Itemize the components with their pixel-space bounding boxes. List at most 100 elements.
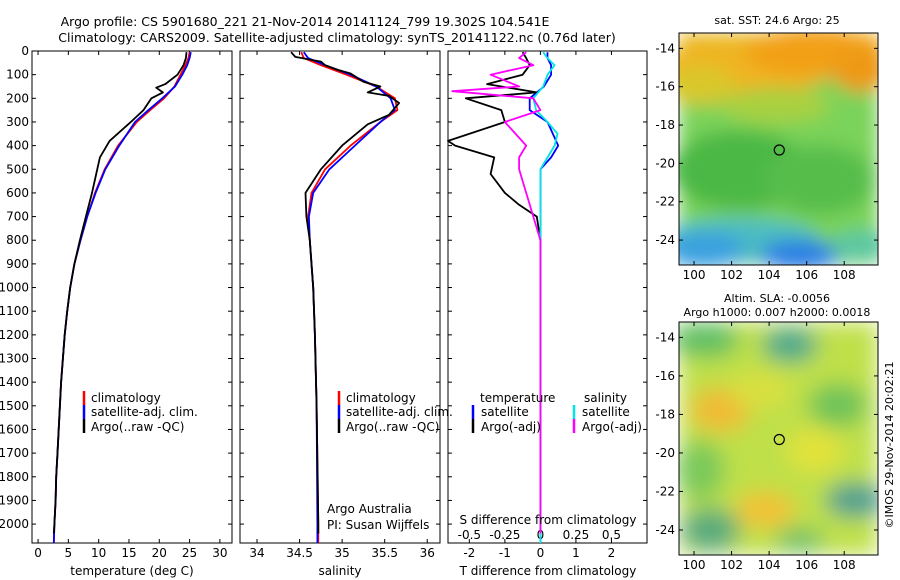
temperature-panel: 0100200300400500600700800900100011001200… — [0, 44, 233, 578]
argo-location-marker — [773, 144, 785, 156]
legend-label-climatology: climatology — [91, 391, 161, 405]
legend-title-salinity: salinity — [584, 391, 627, 405]
temperature-axes-frame — [31, 50, 233, 544]
sst-field — [679, 33, 878, 265]
salinity-axis-ticks: 34 34.5 35 35.5 36 — [249, 51, 435, 560]
difference-legend: temperature salinity satellite Argo(-adj… — [471, 391, 642, 434]
depth-tick-label: 1100 — [0, 304, 29, 318]
longitude-tick-label: 100 — [683, 558, 706, 572]
depth-tick-label: 2000 — [0, 517, 29, 531]
x-tick-label: 0 — [34, 546, 42, 560]
difference-axis-ticks: -2 -1 0 1 2-0.5 -0.25 0 0.25 0.5 — [458, 51, 621, 560]
t-diff-tick-label: 2 — [608, 546, 616, 560]
series-climatology — [52, 52, 191, 544]
sst-map-frame — [678, 32, 879, 266]
latitude-tick-label: -16 — [655, 369, 675, 383]
salinity-axes-frame — [239, 50, 441, 544]
latitude-tick-label: -18 — [655, 118, 675, 132]
argo-location-marker — [773, 433, 785, 446]
depth-tick-label: 400 — [6, 139, 29, 153]
legend-label-satellite: satellite-adj. clim. — [346, 405, 453, 419]
depth-tick-label: 100 — [6, 68, 29, 82]
depth-tick-label: 1800 — [0, 470, 29, 484]
latitude-tick-label: -20 — [655, 446, 675, 460]
difference-profiles — [447, 51, 560, 543]
x-tick-label: 30 — [212, 546, 227, 560]
depth-tick-label: 1400 — [0, 375, 29, 389]
sla-map-panel: Altim. SLA: -0.0056 Argo h1000: 0.007 h2… — [655, 292, 879, 572]
x-tick-label: 34 — [249, 546, 264, 560]
series-s-argo-adj- — [451, 51, 542, 534]
x-tick-label: 34.5 — [286, 546, 313, 560]
temperature-xlabel: temperature (deg C) — [70, 564, 193, 578]
depth-tick-label: 700 — [6, 210, 29, 224]
t-diff-tick-label: -1 — [499, 546, 511, 560]
t-diff-tick-label: 0 — [537, 546, 545, 560]
sst-map-ticks: 100 102 104 106 108 -14 -16 -18 -20 -22 -24 — [655, 33, 878, 282]
latitude-tick-label: -22 — [655, 484, 675, 498]
depth-tick-label: 600 — [6, 186, 29, 200]
imos-credit: ©IMOS 29-Nov-2014 20:02:21 — [883, 362, 896, 529]
temperature-axis-ticks: 0 5 10 15 20 25 30 — [34, 51, 228, 560]
depth-tick-label: 800 — [6, 233, 29, 247]
latitude-tick-label: -24 — [655, 523, 675, 537]
x-tick-label: 20 — [152, 546, 167, 560]
longitude-tick-label: 108 — [833, 558, 856, 572]
legend-label-climatology: climatology — [346, 391, 416, 405]
x-tick-label: 36 — [420, 546, 435, 560]
x-tick-label: 35 — [334, 546, 349, 560]
longitude-tick-label: 106 — [795, 558, 818, 572]
series-argo-raw-qc- — [290, 51, 401, 534]
latitude-tick-label: -20 — [655, 156, 675, 170]
latitude-tick-label: -14 — [655, 330, 675, 344]
series-satellite-adj-clim- — [52, 52, 192, 544]
sla-map-frame — [678, 321, 879, 556]
latitude-tick-label: -18 — [655, 407, 675, 421]
legend-label-satellite: satellite-adj. clim. — [91, 405, 198, 419]
longitude-tick-label: 104 — [758, 558, 781, 572]
x-tick-label: 15 — [121, 546, 136, 560]
depth-tick-label: 300 — [6, 115, 29, 129]
s-difference-label: S difference from climatology — [460, 513, 637, 527]
legend-label-t-satellite: satellite — [481, 405, 529, 419]
header-line2: Climatology: CARS2009. Satellite-adjuste… — [58, 30, 615, 45]
longitude-tick-label: 100 — [683, 268, 706, 282]
depth-tick-label: 500 — [6, 162, 29, 176]
legend-label-s-satellite: satellite — [582, 405, 630, 419]
difference-depth-ticks — [448, 50, 647, 525]
sla-field — [679, 322, 878, 555]
t-diff-tick-label: 1 — [572, 546, 580, 560]
sla-map-ticks: 100 102 104 106 108 -14 -16 -18 -20 -22 -24 — [655, 322, 878, 572]
longitude-tick-label: 104 — [758, 268, 781, 282]
latitude-tick-label: -24 — [655, 233, 675, 247]
temperature-legend: climatology satellite-adj. clim. Argo(..… — [82, 391, 198, 434]
t-difference-label: T difference from climatology — [459, 564, 637, 578]
series-s-satellite — [532, 51, 559, 543]
s-diff-tick-label: 0.25 — [563, 528, 590, 542]
depth-tick-label: 1500 — [0, 399, 29, 413]
longitude-tick-label: 108 — [833, 268, 856, 282]
difference-axes-frame — [447, 50, 648, 544]
annotation-pi: PI: Susan Wijffels — [327, 518, 429, 532]
sla-map-subtitle: Argo h1000: 0.007 h2000: 0.0018 — [684, 306, 871, 319]
salinity-xlabel: salinity — [318, 564, 361, 578]
depth-tick-label: 1300 — [0, 352, 29, 366]
legend-label-t-argo: Argo(-adj) — [481, 420, 541, 434]
depth-tick-label: 1200 — [0, 328, 29, 342]
s-diff-tick-label: 0.5 — [602, 528, 621, 542]
legend-label-argo: Argo(..raw -QC) — [91, 420, 184, 434]
depth-tick-label: 1000 — [0, 281, 29, 295]
x-tick-label: 35.5 — [371, 546, 398, 560]
longitude-tick-label: 106 — [795, 268, 818, 282]
depth-tick-label: 1900 — [0, 493, 29, 507]
depth-tick-label: 200 — [6, 91, 29, 105]
salinity-depth-ticks — [240, 50, 440, 525]
annotation-argo-australia: Argo Australia — [327, 502, 412, 516]
latitude-tick-label: -14 — [655, 41, 675, 55]
series-t-argo-adj- — [447, 51, 542, 534]
x-tick-label: 25 — [182, 546, 197, 560]
x-tick-label: 10 — [91, 546, 106, 560]
legend-label-s-argo: Argo(-adj) — [582, 420, 642, 434]
latitude-tick-label: -22 — [655, 195, 675, 209]
